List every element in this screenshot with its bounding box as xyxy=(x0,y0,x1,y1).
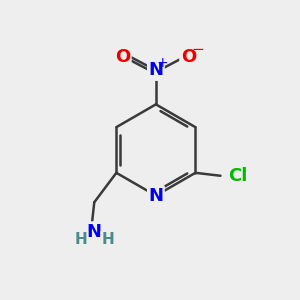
Text: −: − xyxy=(192,41,204,56)
Text: H: H xyxy=(75,232,87,247)
Text: H: H xyxy=(101,232,114,247)
Text: N: N xyxy=(148,61,164,80)
Text: N: N xyxy=(148,187,164,205)
Text: +: + xyxy=(157,56,168,70)
Text: N: N xyxy=(87,223,102,241)
Text: Cl: Cl xyxy=(228,167,247,185)
Text: O: O xyxy=(181,48,196,66)
Text: O: O xyxy=(115,48,130,66)
